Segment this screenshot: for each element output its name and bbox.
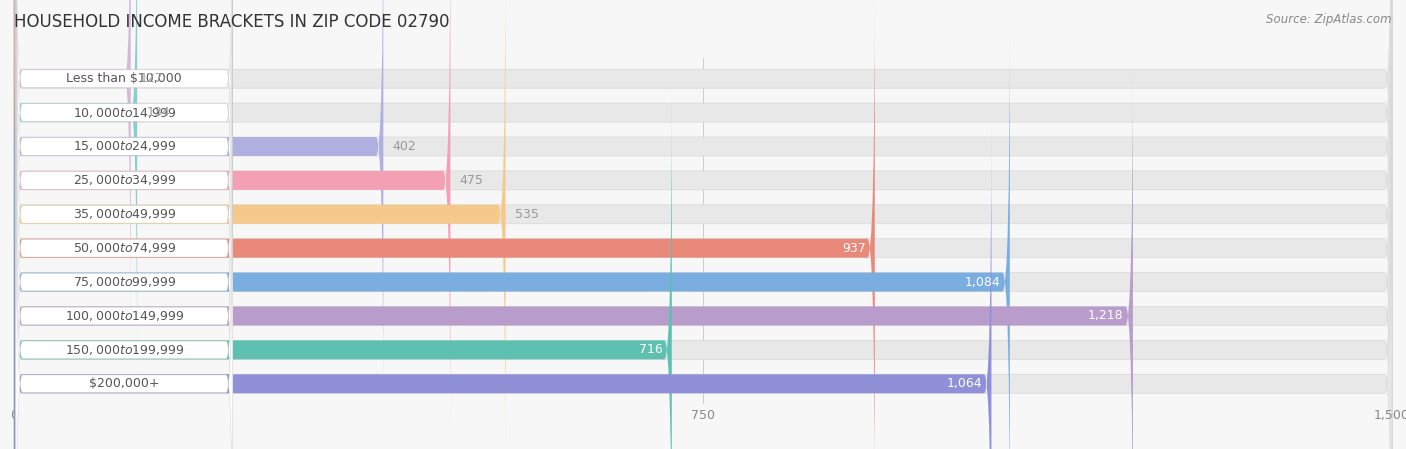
FancyBboxPatch shape bbox=[14, 0, 1392, 449]
FancyBboxPatch shape bbox=[15, 0, 232, 443]
FancyBboxPatch shape bbox=[14, 0, 138, 374]
FancyBboxPatch shape bbox=[14, 88, 672, 449]
FancyBboxPatch shape bbox=[14, 20, 1392, 449]
Text: $50,000 to $74,999: $50,000 to $74,999 bbox=[73, 241, 176, 255]
Text: $25,000 to $34,999: $25,000 to $34,999 bbox=[73, 173, 176, 187]
FancyBboxPatch shape bbox=[14, 0, 1392, 442]
Text: 402: 402 bbox=[392, 140, 416, 153]
FancyBboxPatch shape bbox=[14, 88, 1392, 449]
Text: 535: 535 bbox=[515, 208, 538, 221]
Text: $75,000 to $99,999: $75,000 to $99,999 bbox=[73, 275, 176, 289]
FancyBboxPatch shape bbox=[14, 0, 1392, 449]
Text: 937: 937 bbox=[842, 242, 866, 255]
Text: 475: 475 bbox=[460, 174, 484, 187]
Text: 1,218: 1,218 bbox=[1088, 309, 1123, 322]
FancyBboxPatch shape bbox=[14, 0, 875, 449]
Text: $150,000 to $199,999: $150,000 to $199,999 bbox=[65, 343, 184, 357]
Text: Source: ZipAtlas.com: Source: ZipAtlas.com bbox=[1267, 13, 1392, 26]
Text: $15,000 to $24,999: $15,000 to $24,999 bbox=[73, 140, 176, 154]
FancyBboxPatch shape bbox=[15, 53, 232, 449]
Text: $10,000 to $14,999: $10,000 to $14,999 bbox=[73, 106, 176, 119]
FancyBboxPatch shape bbox=[14, 0, 1392, 340]
FancyBboxPatch shape bbox=[15, 0, 232, 409]
Text: 1,084: 1,084 bbox=[965, 276, 1001, 289]
FancyBboxPatch shape bbox=[14, 54, 1133, 449]
Text: 134: 134 bbox=[146, 106, 170, 119]
FancyBboxPatch shape bbox=[14, 0, 1392, 374]
Text: HOUSEHOLD INCOME BRACKETS IN ZIP CODE 02790: HOUSEHOLD INCOME BRACKETS IN ZIP CODE 02… bbox=[14, 13, 450, 31]
Text: $35,000 to $49,999: $35,000 to $49,999 bbox=[73, 207, 176, 221]
FancyBboxPatch shape bbox=[14, 122, 991, 449]
Text: 1,064: 1,064 bbox=[946, 377, 983, 390]
Text: $200,000+: $200,000+ bbox=[89, 377, 159, 390]
Text: 127: 127 bbox=[141, 72, 163, 85]
Text: 716: 716 bbox=[638, 343, 662, 357]
FancyBboxPatch shape bbox=[15, 88, 232, 449]
FancyBboxPatch shape bbox=[15, 0, 232, 375]
FancyBboxPatch shape bbox=[14, 122, 1392, 449]
FancyBboxPatch shape bbox=[14, 0, 131, 340]
Text: $100,000 to $149,999: $100,000 to $149,999 bbox=[65, 309, 184, 323]
FancyBboxPatch shape bbox=[14, 54, 1392, 449]
FancyBboxPatch shape bbox=[14, 0, 384, 408]
FancyBboxPatch shape bbox=[14, 0, 450, 442]
FancyBboxPatch shape bbox=[14, 20, 1010, 449]
FancyBboxPatch shape bbox=[15, 0, 232, 307]
FancyBboxPatch shape bbox=[15, 121, 232, 449]
FancyBboxPatch shape bbox=[15, 155, 232, 449]
FancyBboxPatch shape bbox=[15, 20, 232, 449]
FancyBboxPatch shape bbox=[14, 0, 506, 449]
Text: Less than $10,000: Less than $10,000 bbox=[66, 72, 183, 85]
FancyBboxPatch shape bbox=[15, 0, 232, 341]
FancyBboxPatch shape bbox=[14, 0, 1392, 408]
